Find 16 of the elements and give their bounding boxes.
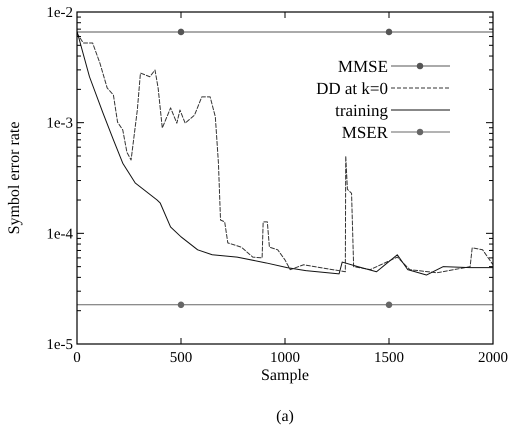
x-tick-label: 1000 xyxy=(270,350,300,366)
y-axis-title: Symbol error rate xyxy=(6,122,23,234)
x-tick-label: 1500 xyxy=(374,350,404,366)
legend-label: MSER xyxy=(342,123,389,142)
y-tick-label: 1e-5 xyxy=(46,337,73,353)
legend-label: MMSE xyxy=(338,57,388,76)
y-tick-label: 1e-3 xyxy=(46,116,73,132)
x-tick-label: 0 xyxy=(73,350,81,366)
x-tick-label: 2000 xyxy=(478,350,508,366)
x-axis-title: Sample xyxy=(261,367,309,384)
text: (a) xyxy=(276,408,294,425)
legend-label: training xyxy=(335,101,388,120)
legend-label: DD at k=0 xyxy=(316,79,388,98)
x-tick-label: 500 xyxy=(170,350,192,366)
y-tick-label: 1e-4 xyxy=(46,226,74,242)
y-tick-label: 1e-2 xyxy=(46,5,73,21)
